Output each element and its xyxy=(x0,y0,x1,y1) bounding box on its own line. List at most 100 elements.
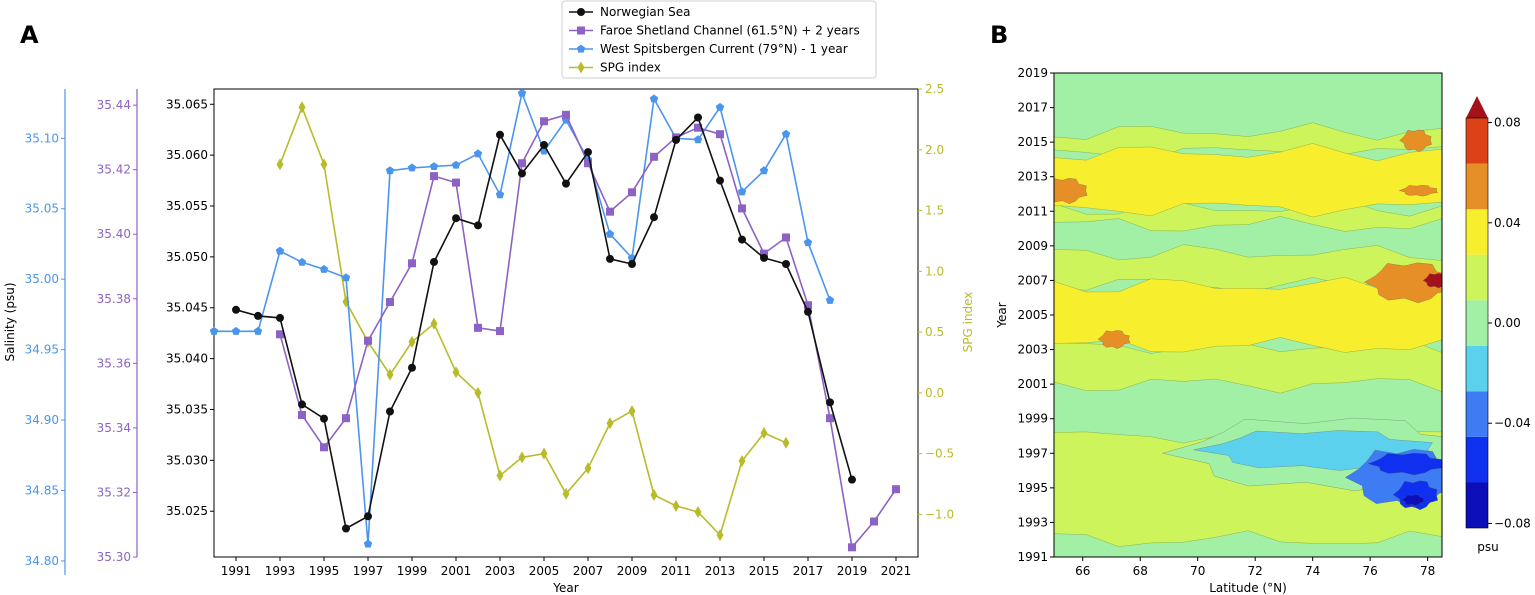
y-tick-label-faroe: 35.40 xyxy=(97,227,131,241)
data-point xyxy=(429,162,439,170)
x-tick-label-b: 70 xyxy=(1190,564,1205,578)
x-tick-label: 1999 xyxy=(397,564,428,578)
data-point xyxy=(320,443,328,452)
y-tick-label-b: 1991 xyxy=(1017,550,1048,564)
data-point xyxy=(606,207,614,216)
y-tick-label-norwegian: 35.065 xyxy=(166,97,208,111)
colorbar-tick-label: 0.04 xyxy=(1494,216,1521,230)
y-tick-label-b: 2001 xyxy=(1017,377,1048,391)
data-point xyxy=(760,253,768,262)
contour-band xyxy=(1054,143,1442,218)
data-point xyxy=(364,336,372,345)
data-point xyxy=(826,414,834,423)
data-point xyxy=(518,451,526,464)
data-point xyxy=(759,166,769,175)
data-point xyxy=(540,117,548,126)
data-point xyxy=(584,159,592,168)
y-tick-label-spitsbergen: 35.05 xyxy=(25,202,59,216)
legend-label: Faroe Shetland Channel (61.5°N) + 2 year… xyxy=(600,24,860,38)
data-point xyxy=(562,110,570,119)
series-layer xyxy=(209,88,900,552)
data-point xyxy=(760,249,768,258)
y-tick-label-b: 1995 xyxy=(1017,481,1048,495)
x-tick-label: 2005 xyxy=(529,564,560,578)
data-point xyxy=(672,499,680,512)
data-point xyxy=(694,113,702,122)
data-point xyxy=(320,158,328,171)
data-point xyxy=(496,469,504,482)
contour-map xyxy=(1054,73,1442,557)
data-point xyxy=(782,259,790,268)
y-tick-label-spitsbergen: 35.10 xyxy=(25,131,59,145)
data-point xyxy=(496,327,504,336)
data-point xyxy=(584,462,592,475)
y-tick-label-b: 2019 xyxy=(1017,66,1048,80)
series-1 xyxy=(276,110,900,552)
x-axis-label-b: Latitude (°N) xyxy=(1209,581,1287,595)
x-tick-label: 1997 xyxy=(353,564,384,578)
y-tick-label-spg: −0.5 xyxy=(925,447,954,461)
data-point xyxy=(341,273,351,282)
colorbar-segment xyxy=(1466,345,1488,392)
data-point xyxy=(474,221,482,230)
legend-item: West Spitsbergen Current (79°N) - 1 year xyxy=(569,42,848,56)
x-tick-label: 2011 xyxy=(661,564,692,578)
y-tick-label-b: 2013 xyxy=(1017,170,1048,184)
contour-region xyxy=(1398,185,1439,197)
data-point xyxy=(804,301,812,310)
y-tick-label-spg: 2.0 xyxy=(925,143,944,157)
data-point xyxy=(540,447,548,460)
y-tick-label-spitsbergen: 34.80 xyxy=(25,554,59,568)
data-point xyxy=(452,214,460,223)
colorbar-segment xyxy=(1466,254,1488,301)
colorbar-tick-label: 0.08 xyxy=(1494,116,1521,130)
data-point xyxy=(870,517,878,526)
x-tick-label: 2021 xyxy=(881,564,912,578)
data-point xyxy=(473,149,483,158)
y-axis-label-salinity: Salinity (psu) xyxy=(3,282,17,361)
data-point xyxy=(298,410,306,419)
contour-region xyxy=(1054,177,1088,204)
x-axis-label-a: Year xyxy=(552,581,578,595)
data-point xyxy=(408,335,416,348)
plot-area-a xyxy=(213,88,919,558)
data-point xyxy=(342,414,350,423)
x-tick-label-b: 68 xyxy=(1133,564,1148,578)
y-tick-label-norwegian: 35.060 xyxy=(166,148,208,162)
contour-region xyxy=(1367,452,1442,476)
y-tick-label-b: 2011 xyxy=(1017,204,1048,218)
y-tick-label-b: 1997 xyxy=(1017,446,1048,460)
data-point xyxy=(364,512,372,521)
data-point xyxy=(253,326,263,335)
legend-item: Norwegian Sea xyxy=(569,5,691,19)
colorbar-tick-label: −0.08 xyxy=(1494,516,1531,530)
y-tick-label-spg: 0.0 xyxy=(925,386,944,400)
y-tick-label-spitsbergen: 34.95 xyxy=(25,343,59,357)
data-point xyxy=(232,305,240,314)
colorbar-segment xyxy=(1466,118,1488,164)
data-point xyxy=(672,135,680,144)
x-tick-label: 1995 xyxy=(309,564,340,578)
data-point xyxy=(452,366,460,379)
data-point xyxy=(715,102,725,111)
panel-label-a: A xyxy=(20,21,39,49)
colorbar-segment xyxy=(1466,391,1488,437)
y-tick-label-b: 2009 xyxy=(1017,239,1048,253)
colorbar-segment xyxy=(1466,436,1488,483)
data-point xyxy=(892,485,900,494)
contour-region xyxy=(1399,129,1432,152)
y-tick-label-spitsbergen: 34.90 xyxy=(25,413,59,427)
colorbar-extend-arrow xyxy=(1466,96,1488,118)
data-point xyxy=(606,254,614,263)
series-2 xyxy=(209,88,835,548)
legend-label: West Spitsbergen Current (79°N) - 1 year xyxy=(600,42,848,56)
data-point xyxy=(386,368,394,381)
y-tick-label-faroe: 35.38 xyxy=(97,292,131,306)
data-point xyxy=(738,204,746,213)
y-tick-label-faroe: 35.36 xyxy=(97,356,131,370)
colorbar-unit: psu xyxy=(1477,540,1498,554)
data-point xyxy=(275,246,285,255)
data-point xyxy=(518,159,526,168)
data-point xyxy=(826,398,834,407)
